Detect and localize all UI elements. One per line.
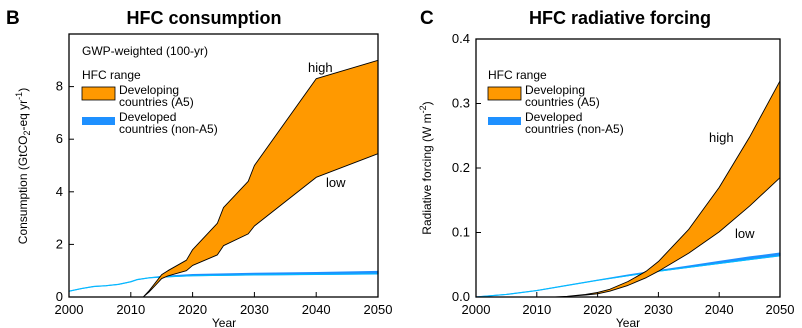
- panel-c-legend-developed-line2: countries (non-A5): [525, 122, 624, 136]
- panel-c-y-tick-label: 0.3: [452, 96, 470, 111]
- panel-b-x-tick-label: 2050: [364, 302, 393, 317]
- panel-b-legend-swatch-developing: [81, 86, 116, 101]
- panel-c-x-axis-label: Year: [616, 316, 640, 328]
- panel-b-x-axis-label: Year: [212, 316, 236, 328]
- panel-c-y-tick-label: 0.1: [452, 225, 470, 240]
- panel-c-legend-title: HFC range: [488, 68, 547, 82]
- panel-c-annotation-low: low: [735, 226, 755, 241]
- panel-c-y-tick-label: 0.4: [452, 31, 470, 46]
- panel-b-legend-developing-line1: Developing: [119, 83, 179, 97]
- panel-c-band-developed: [475, 252, 781, 298]
- panel-c-ticks: 2000 2010 2020 2030 2040 2050 0.0 0.1 0.2 0.3 0.4: [452, 31, 795, 317]
- panel-b-y-tick-label: 6: [56, 131, 63, 146]
- panel-b-x-tick-label: 2020: [178, 302, 207, 317]
- panel-c-legend-swatch-developing: [487, 86, 522, 101]
- panel-c: C HFC radiative forcing 2000 2010 2020 2030…: [418, 8, 794, 328]
- panel-b-x-tick-label: 2040: [302, 302, 331, 317]
- panel-c-x-tick-label: 2040: [705, 302, 734, 317]
- panel-b-annotation-high: high: [308, 60, 333, 75]
- panel-b-title: HFC consumption: [127, 8, 282, 28]
- panel-c-letter: C: [420, 8, 434, 29]
- panel-c-title: HFC radiative forcing: [529, 8, 711, 28]
- panel-c-y-tick-label: 0.0: [452, 289, 470, 304]
- panel-c-legend: HFC range Developing countries (A5) Deve…: [487, 68, 624, 136]
- panel-c-x-tick-label: 2030: [644, 302, 673, 317]
- panel-b-y-tick-label: 0: [56, 289, 63, 304]
- panel-c-x-tick-label: 2010: [522, 302, 551, 317]
- panel-b-developed-low-line: [68, 273, 379, 292]
- panel-b-legend-swatch-developed: [82, 117, 115, 125]
- panel-c-legend-swatch-developed: [488, 117, 521, 125]
- panel-b-y-tick-label: 4: [56, 184, 63, 199]
- panel-c-developed-low-line: [475, 255, 781, 298]
- panel-b-x-tick-label: 2010: [116, 302, 145, 317]
- panel-b-x-tick-label: 2030: [240, 302, 269, 317]
- panel-b-letter: B: [6, 8, 20, 29]
- panel-b-x-tick-label: 2000: [55, 302, 84, 317]
- panel-b: B HFC consumption 2000 2010 2020 2030 2040 20…: [6, 8, 392, 328]
- panel-b-legend-developing-line2: countries (A5): [119, 95, 194, 109]
- panel-b-y-tick-label: 8: [56, 79, 63, 94]
- panel-c-x-tick-label: 2020: [583, 302, 612, 317]
- panel-b-subtitle: GWP-weighted (100-yr): [82, 44, 208, 58]
- panel-b-annotation-low: low: [326, 175, 346, 190]
- panel-c-y-tick-label: 0.2: [452, 160, 470, 175]
- panel-b-plot-frame: [68, 33, 379, 298]
- panel-c-legend-developed-line1: Developed: [525, 110, 582, 124]
- panel-b-legend-developed-line2: countries (non-A5): [119, 122, 218, 136]
- panel-b-legend-title: HFC range: [82, 68, 141, 82]
- panel-b-legend-developed-line1: Developed: [119, 110, 176, 124]
- panel-c-annotation-high: high: [709, 130, 734, 145]
- panel-c-y-axis-label: Radiative forcing (W m-2): [418, 101, 434, 234]
- panel-c-legend-developing-line1: Developing: [525, 83, 585, 97]
- panel-c-band-developing: [554, 80, 781, 298]
- panel-c-bands: [475, 80, 781, 298]
- panel-b-y-tick-label: 2: [56, 236, 63, 251]
- panel-b-y-axis-label: Consumption (GtCO2-eq yr-1): [14, 88, 32, 244]
- panel-b-legend: HFC range Developing countries (A5) Deve…: [81, 68, 218, 136]
- panel-c-x-tick-label: 2050: [766, 302, 795, 317]
- panel-c-x-tick-label: 2000: [462, 302, 491, 317]
- panel-b-ticks: 2000 2010 2020 2030 2040 2050 0 2 4 6 8: [55, 79, 393, 317]
- panel-c-legend-developing-line2: countries (A5): [525, 95, 600, 109]
